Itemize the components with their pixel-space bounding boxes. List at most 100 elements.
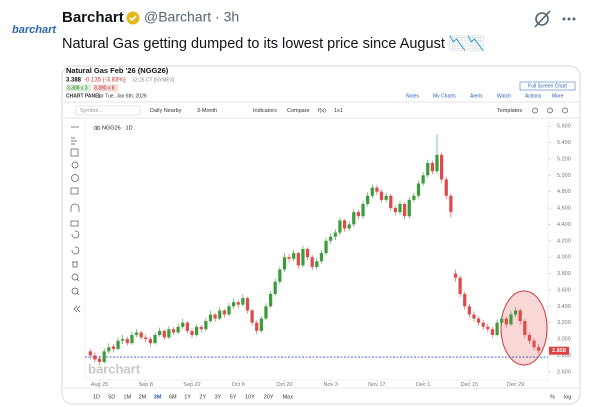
candle-body — [537, 347, 541, 351]
candle-body — [449, 195, 453, 213]
author-name[interactable]: Barchart — [62, 9, 124, 26]
candle-body — [268, 294, 273, 307]
candle-body — [111, 346, 116, 349]
candle-body — [93, 355, 97, 360]
candle-body — [366, 195, 370, 204]
header-link[interactable]: My Charts — [433, 93, 456, 99]
candle-body — [255, 322, 259, 331]
y-tick-label: 3.400 — [557, 304, 571, 310]
candle-body — [259, 318, 263, 331]
period-button[interactable]: 20Y — [264, 394, 274, 400]
period-button[interactable]: 6M — [169, 394, 177, 400]
candle-body — [495, 322, 499, 335]
candle-body — [287, 257, 291, 259]
candle-body — [347, 224, 351, 229]
period-button[interactable]: 1Y — [184, 394, 191, 400]
toolbar-item[interactable]: Symbol... — [80, 108, 103, 114]
candle-body — [412, 195, 416, 200]
candle-body — [208, 314, 213, 322]
period-button[interactable]: 1M — [123, 394, 131, 400]
toolbar-icon[interactable] — [547, 107, 553, 114]
period-button[interactable]: 1D — [93, 394, 100, 400]
symbol-label: NGG26 · 1D — [102, 125, 133, 131]
candle-body — [139, 332, 143, 338]
toolbar-icon[interactable] — [532, 107, 538, 114]
panel-label: CHART PANEL — [66, 93, 101, 99]
x-tick-label: Nov 17 — [368, 382, 385, 388]
toolbar-item[interactable]: 3-Month — [197, 108, 217, 114]
toolbar-item[interactable]: Compare — [287, 108, 310, 114]
header-link[interactable]: More — [552, 93, 564, 99]
period-button[interactable]: 5Y — [230, 394, 237, 400]
candle-body — [398, 203, 402, 213]
period-button[interactable]: 2Y — [199, 394, 206, 400]
candle-body — [486, 326, 490, 330]
candle-body — [389, 195, 393, 209]
media-card[interactable] — [61, 65, 581, 405]
full-screen-button[interactable] — [519, 81, 576, 91]
scale-option[interactable]: log — [564, 394, 571, 400]
candle-body — [481, 322, 485, 327]
candle-body — [463, 294, 467, 307]
full-screen-label[interactable]: Full Screen Chart — [528, 83, 568, 89]
toolbar-icon[interactable] — [562, 107, 568, 114]
candle-body — [356, 212, 361, 217]
candle-body — [375, 187, 379, 192]
candle-body — [296, 253, 300, 266]
y-tick-label: 5.000 — [557, 173, 571, 179]
header-link[interactable]: Actions — [525, 93, 542, 99]
toolbar-item[interactable]: Indicators — [253, 108, 277, 114]
period-button[interactable]: 3Y — [215, 394, 222, 400]
candle-body — [421, 175, 425, 184]
candle-body — [107, 347, 111, 352]
symbol-input[interactable] — [75, 105, 141, 116]
header-link[interactable]: Notes — [406, 93, 420, 99]
toolbar-item[interactable]: Templates — [497, 108, 522, 114]
candle-body — [121, 339, 125, 341]
candle-body — [458, 277, 462, 295]
contract-title: Natural Gas Feb '26 (NGG26) — [66, 66, 169, 75]
candle-body — [472, 314, 476, 319]
ask-box — [93, 84, 118, 92]
candle-body — [509, 314, 513, 325]
candle-body — [204, 321, 208, 330]
candle-body — [416, 183, 421, 196]
header-link[interactable]: Watch — [497, 93, 511, 99]
period-button[interactable]: 10Y — [245, 394, 255, 400]
author-meta[interactable]: @Barchart · 3h — [144, 9, 239, 25]
period-button[interactable]: Max — [283, 394, 294, 400]
y-tick-label: 2.800 — [557, 353, 571, 359]
watermark: barchart — [88, 361, 141, 376]
avatar-logo[interactable]: barchart — [12, 24, 57, 36]
candle-body — [430, 163, 434, 172]
scale-option[interactable]: % — [550, 394, 555, 400]
toolbar-item[interactable]: Daily Nearby — [150, 108, 182, 114]
toolbar-item[interactable]: f(x) — [318, 108, 326, 114]
toolbar-item[interactable]: 1x1 — [334, 108, 343, 114]
candle-body — [500, 318, 504, 323]
grok-icon[interactable] — [534, 10, 551, 28]
period-button[interactable]: 2M — [139, 394, 147, 400]
candle-body — [227, 306, 231, 315]
y-tick-label: 2.600 — [557, 369, 571, 375]
x-tick-label: Dec 29 — [507, 382, 524, 388]
candle-body — [490, 329, 495, 335]
candle-body — [148, 339, 153, 344]
bid-box — [66, 84, 91, 92]
panel-date: for Tue, Jan 6th, 2026 — [98, 93, 147, 99]
period-button[interactable]: 5D — [108, 394, 115, 400]
candle-body — [453, 273, 458, 278]
candle-body — [231, 302, 236, 307]
candle-body — [319, 253, 324, 262]
y-tick-label: 4.600 — [557, 206, 571, 212]
candle-body — [426, 163, 430, 176]
plot-area — [84, 117, 549, 381]
period-button[interactable]: 3M — [154, 394, 162, 400]
price-change: -0.135 (-3.83%) — [84, 78, 126, 84]
more-icon[interactable] — [562, 17, 576, 21]
candle-body — [444, 179, 448, 196]
header-link[interactable]: Alerts — [470, 93, 483, 99]
candle-body — [518, 310, 522, 322]
candle-body — [134, 332, 139, 335]
